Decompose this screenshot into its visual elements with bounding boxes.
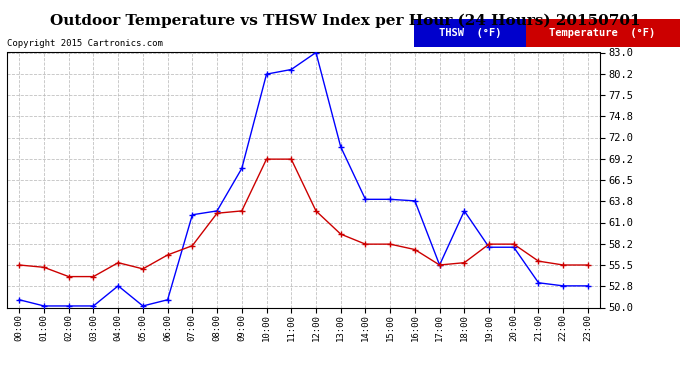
FancyBboxPatch shape	[526, 19, 680, 47]
Text: Temperature  (°F): Temperature (°F)	[549, 28, 656, 38]
Text: Copyright 2015 Cartronics.com: Copyright 2015 Cartronics.com	[7, 39, 163, 48]
Text: Outdoor Temperature vs THSW Index per Hour (24 Hours) 20150701: Outdoor Temperature vs THSW Index per Ho…	[50, 13, 640, 27]
Text: THSW  (°F): THSW (°F)	[439, 28, 501, 38]
FancyBboxPatch shape	[414, 19, 526, 47]
